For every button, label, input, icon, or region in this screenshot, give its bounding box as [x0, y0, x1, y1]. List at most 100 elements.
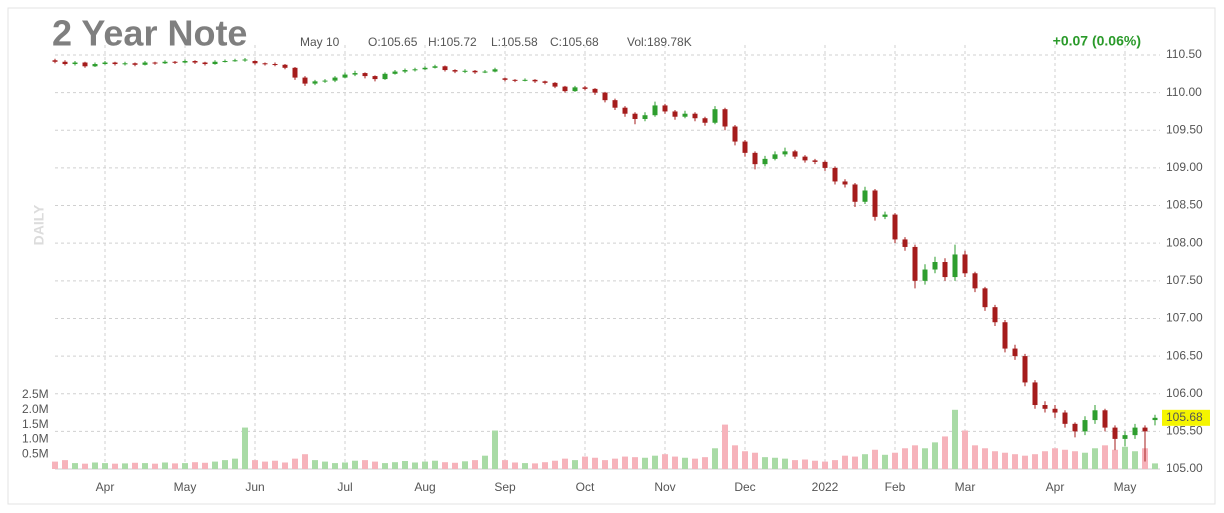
- volume-bar: [802, 459, 808, 469]
- candle-body: [402, 70, 408, 72]
- candle-body: [562, 86, 568, 92]
- volume-bar: [432, 460, 438, 469]
- candle-body: [392, 71, 398, 74]
- volume-bar: [722, 424, 728, 469]
- candle-body: [732, 126, 738, 142]
- volume-bar: [982, 448, 988, 469]
- candle-body: [442, 66, 448, 71]
- candle-body: [942, 262, 948, 278]
- volume-bar: [702, 457, 708, 469]
- period-label: DAILY: [31, 204, 47, 245]
- candle-body: [872, 190, 878, 217]
- volume-bar: [512, 462, 518, 469]
- candle-body: [482, 71, 488, 73]
- y-tick-label: 107.00: [1166, 311, 1203, 325]
- volume-bar: [1032, 454, 1038, 469]
- volume-bar: [872, 449, 878, 469]
- volume-bar: [792, 460, 798, 469]
- volume-bar: [332, 463, 338, 469]
- volume-bar: [632, 457, 638, 469]
- candle-body: [612, 100, 618, 108]
- candle-body: [292, 67, 298, 78]
- volume-bar: [232, 458, 238, 469]
- candle-body: [962, 254, 968, 274]
- candle-body: [1022, 356, 1028, 383]
- candle-body: [652, 105, 658, 116]
- y-tick-label: 106.00: [1166, 386, 1203, 400]
- volume-bar: [962, 430, 968, 469]
- y-tick-label: 107.50: [1166, 273, 1203, 287]
- candle-body: [122, 63, 128, 65]
- candle-body: [862, 190, 868, 202]
- candle-body: [682, 113, 688, 117]
- volume-bar: [1022, 455, 1028, 469]
- candle-body: [142, 62, 148, 65]
- candle-body: [492, 69, 498, 72]
- volume-bar: [482, 455, 488, 469]
- volume-bar: [292, 458, 298, 469]
- candle-body: [932, 262, 938, 270]
- volume-bar: [902, 448, 908, 469]
- volume-bar: [742, 451, 748, 469]
- volume-bar: [1132, 451, 1138, 469]
- candle-body: [432, 66, 438, 68]
- candle-body: [952, 254, 958, 278]
- candle-body: [372, 76, 378, 80]
- volume-bar: [992, 451, 998, 469]
- y-tick-label: 109.50: [1166, 122, 1203, 136]
- volume-bar: [162, 462, 168, 469]
- candle-body: [1042, 405, 1048, 409]
- volume-bar: [362, 460, 368, 469]
- candle-body: [512, 79, 518, 81]
- y-tick-label: 108.50: [1166, 198, 1203, 212]
- volume-bar: [302, 454, 308, 469]
- volume-bar: [282, 462, 288, 469]
- volume-bar: [392, 462, 398, 469]
- volume-bar: [862, 454, 868, 469]
- candle-body: [462, 70, 468, 72]
- volume-bar: [752, 452, 758, 469]
- candle-body: [532, 79, 538, 82]
- candle-body: [422, 67, 428, 70]
- volume-bar: [352, 460, 358, 469]
- candle-body: [842, 181, 848, 185]
- volume-bar: [712, 448, 718, 469]
- volume-bar: [122, 463, 128, 469]
- volume-bar: [832, 460, 838, 469]
- x-tick-label: Jul: [337, 480, 352, 494]
- candle-body: [762, 158, 768, 165]
- volume-bar: [132, 462, 138, 469]
- y2-tick-label: 2.5M: [22, 387, 49, 401]
- volume-bar: [782, 458, 788, 469]
- volume-bar: [202, 462, 208, 469]
- volume-bar: [372, 461, 378, 469]
- volume-bar: [82, 463, 88, 469]
- x-tick-label: Oct: [576, 480, 595, 494]
- candle-body: [1112, 427, 1118, 439]
- volume-bar: [502, 460, 508, 469]
- candle-body: [102, 62, 108, 65]
- volume-bar: [242, 427, 248, 469]
- candle-body: [752, 152, 758, 165]
- candle-body: [722, 109, 728, 127]
- volume-bar: [192, 462, 198, 469]
- candle-body: [1142, 427, 1148, 432]
- volume-bar: [592, 457, 598, 469]
- volume-bar: [582, 456, 588, 469]
- volume-bar: [692, 458, 698, 469]
- volume-bar: [92, 462, 98, 469]
- candle-body: [712, 109, 718, 123]
- candle-body: [822, 161, 828, 168]
- volume-bar: [642, 457, 648, 469]
- volume-bar: [652, 455, 658, 469]
- candle-body: [1052, 408, 1058, 413]
- y-tick-label: 108.00: [1166, 235, 1203, 249]
- volume-bar: [1042, 451, 1048, 469]
- volume-bar: [152, 463, 158, 469]
- volume-bar: [1072, 451, 1078, 469]
- candle-body: [202, 62, 208, 65]
- volume-bar: [732, 445, 738, 469]
- candle-body: [172, 61, 178, 63]
- volume-bar: [312, 460, 318, 469]
- candle-body: [802, 156, 808, 161]
